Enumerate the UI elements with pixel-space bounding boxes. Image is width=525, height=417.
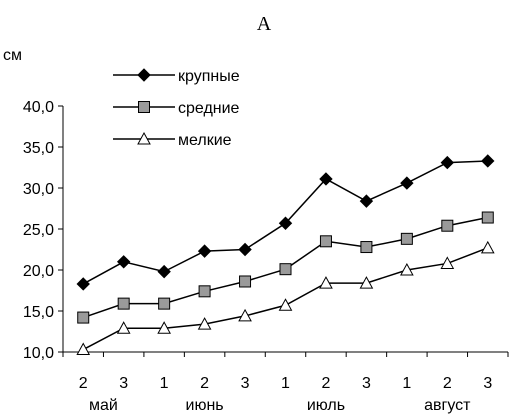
x-tick-label: 2 <box>322 375 331 392</box>
x-tick-label: 2 <box>200 375 209 392</box>
data-point <box>441 219 454 232</box>
data-point <box>400 176 414 190</box>
series-3 <box>76 240 495 356</box>
data-point <box>319 235 332 248</box>
data-point <box>481 211 494 224</box>
data-point <box>238 308 252 322</box>
data-point <box>440 256 455 269</box>
y-tick-label: 20,0 <box>23 263 54 280</box>
data-point <box>198 285 211 298</box>
data-point <box>319 276 333 289</box>
data-point <box>359 194 374 208</box>
legend-marker <box>138 101 150 113</box>
data-point <box>440 155 455 170</box>
legend-marker <box>137 131 151 145</box>
data-point <box>116 255 131 269</box>
data-point <box>158 297 171 310</box>
data-point <box>360 241 373 254</box>
axes <box>58 105 509 357</box>
data-point <box>278 216 293 230</box>
x-tick-label: 2 <box>79 375 88 392</box>
series-2 <box>77 211 494 324</box>
x-tick-label: 1 <box>281 375 290 392</box>
x-tick-label: 2 <box>443 375 452 392</box>
y-tick-label: 30,0 <box>23 181 54 198</box>
legend-item: мелкие <box>113 131 232 149</box>
x-tick-label: 3 <box>483 375 492 392</box>
legend-label: крупные <box>178 68 240 85</box>
series-layer <box>76 154 495 356</box>
y-tick-label: 25,0 <box>23 222 54 239</box>
tick-labels: 10,015,020,025,030,035,040,02 3 1 2 3 1 2 3 1 2 3м… <box>23 99 492 414</box>
data-point <box>239 275 252 288</box>
y-tick-label: 35,0 <box>23 140 54 157</box>
data-point <box>157 264 171 279</box>
series-1 <box>76 154 495 291</box>
legend-item: крупные <box>113 68 240 85</box>
data-point <box>157 321 171 334</box>
data-point <box>238 242 252 257</box>
month-label: июнь <box>186 397 224 414</box>
data-point <box>278 298 293 311</box>
month-label: август <box>424 397 471 414</box>
legend-label: средние <box>178 100 240 117</box>
legend-label: мелкие <box>178 132 232 149</box>
y-axis-label: см <box>3 47 22 64</box>
data-point <box>76 277 90 291</box>
data-point <box>117 297 130 310</box>
y-tick-label: 10,0 <box>23 345 54 362</box>
data-point <box>481 154 495 168</box>
legend-item: средние <box>113 100 240 117</box>
chart-title: А <box>257 13 272 35</box>
month-label: июль <box>307 397 345 414</box>
data-point <box>77 311 90 324</box>
data-point <box>279 263 292 276</box>
x-tick-label: 1 <box>160 375 169 392</box>
x-tick-label: 3 <box>362 375 371 392</box>
data-point <box>359 276 374 289</box>
data-point <box>116 321 131 334</box>
legend-marker <box>137 68 151 82</box>
x-tick-label: 3 <box>119 375 128 392</box>
data-point <box>76 342 91 356</box>
data-point <box>400 262 414 276</box>
x-tick-label: 3 <box>241 375 250 392</box>
legend: крупные средние мелкие <box>113 68 240 149</box>
data-point <box>480 240 495 254</box>
data-point <box>400 232 413 245</box>
data-point <box>319 172 333 186</box>
x-tick-label: 1 <box>402 375 411 392</box>
y-tick-label: 40,0 <box>23 99 54 116</box>
data-point <box>197 244 212 258</box>
month-label: май <box>89 397 118 414</box>
data-point <box>197 317 212 330</box>
y-tick-label: 15,0 <box>23 304 54 321</box>
